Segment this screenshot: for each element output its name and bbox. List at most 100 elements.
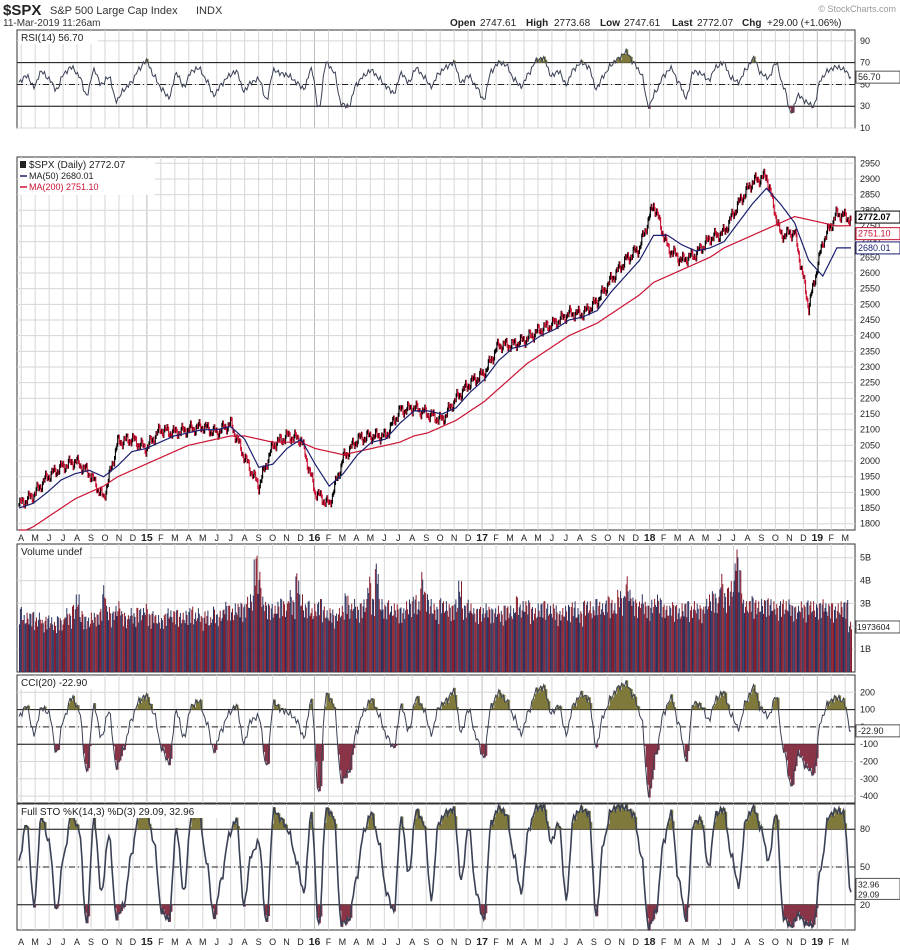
- volume-bar: [490, 623, 492, 672]
- volume-bar: [731, 596, 733, 672]
- volume-bar: [514, 613, 515, 672]
- chg-value: +29.00 (+1.06%): [767, 18, 842, 29]
- volume-bar: [680, 616, 682, 672]
- volume-bar: [678, 608, 680, 672]
- volume-bar: [267, 619, 268, 672]
- volume-bar: [131, 615, 133, 672]
- volume-bar: [498, 613, 500, 672]
- x-tick-label: M: [367, 937, 375, 947]
- volume-bar: [114, 611, 116, 672]
- x-tick-label: J: [550, 937, 555, 947]
- volume-bar: [224, 614, 226, 672]
- x-tick-label: A: [577, 937, 583, 947]
- volume-bar: [666, 605, 668, 672]
- volume-bar: [504, 605, 506, 672]
- volume-bar: [664, 617, 666, 672]
- volume-bar: [236, 614, 238, 672]
- volume-bar: [377, 574, 379, 672]
- volume-bar: [90, 623, 91, 672]
- volume-bar: [99, 611, 101, 672]
- volume-bar: [760, 611, 762, 672]
- volume-bar: [423, 594, 425, 672]
- legend-background: [19, 159, 155, 195]
- volume-bar: [421, 571, 423, 672]
- volume-bar: [548, 615, 550, 672]
- volume-bar: [709, 594, 710, 672]
- volume-bar: [721, 573, 723, 672]
- volume-bar: [283, 601, 285, 672]
- volume-bar: [629, 589, 631, 672]
- volume-bar: [608, 597, 610, 672]
- volume-bar: [198, 613, 200, 672]
- volume-bar: [613, 610, 615, 672]
- volume-bar: [117, 611, 119, 672]
- volume-bar: [549, 613, 551, 672]
- volume-label: Volume undef: [21, 547, 82, 558]
- volume-bar: [122, 613, 124, 672]
- volume-bar: [588, 610, 590, 672]
- volume-bar: [835, 618, 837, 672]
- volume-bar: [627, 591, 629, 672]
- volume-bar: [63, 619, 65, 672]
- price-last-value: 2751.10: [858, 229, 891, 239]
- volume-bar: [606, 612, 608, 672]
- volume-bar: [683, 616, 685, 672]
- volume-bar: [28, 624, 30, 672]
- volume-bar: [783, 614, 785, 672]
- volume-bar: [567, 620, 568, 672]
- volume-bar: [609, 618, 611, 672]
- sto-d-value: 32.96: [858, 879, 880, 889]
- volume-bar: [81, 610, 83, 672]
- volume-bar: [591, 618, 593, 672]
- x-tick-label: A: [689, 533, 695, 543]
- volume-bar: [427, 594, 428, 672]
- volume-bar: [297, 593, 299, 672]
- volume-bar: [632, 597, 634, 672]
- volume-bar: [310, 613, 312, 672]
- volume-bar: [206, 615, 208, 672]
- volume-bar: [813, 601, 815, 672]
- volume-bar: [441, 613, 443, 672]
- volume-bar: [851, 629, 852, 672]
- volume-bar: [254, 585, 256, 672]
- volume-bar: [745, 601, 747, 672]
- volume-bar: [331, 622, 333, 672]
- volume-bar: [104, 597, 106, 672]
- volume-bar: [824, 608, 826, 672]
- volume-bar: [195, 612, 197, 672]
- volume-bar: [424, 591, 426, 672]
- y-tick-label: 1800: [860, 519, 880, 529]
- volume-bar: [193, 624, 195, 672]
- volume-bar: [411, 601, 413, 672]
- volume-bar: [427, 599, 429, 672]
- x-tick-label: N: [619, 533, 626, 543]
- cci-last-value: -22.90: [858, 726, 884, 736]
- volume-bar: [566, 611, 568, 672]
- volume-bar: [771, 611, 773, 672]
- volume-bar: [39, 619, 41, 672]
- volume-bar: [631, 605, 633, 672]
- volume-bar: [265, 601, 267, 672]
- x-tick-label: F: [493, 533, 499, 543]
- volume-bar: [674, 621, 675, 672]
- volume-bar: [454, 604, 456, 672]
- volume-bar: [649, 621, 651, 672]
- y-tick-label: 2800: [860, 205, 880, 215]
- volume-bar: [462, 619, 464, 672]
- volume-bar: [250, 594, 251, 672]
- volume-bar: [263, 604, 265, 672]
- volume-bar: [533, 613, 535, 672]
- x-tick-label: M: [171, 533, 179, 543]
- volume-bar: [597, 615, 599, 672]
- volume-bar: [319, 615, 321, 672]
- y-tick-label: 80: [860, 824, 870, 834]
- x-tick-label: O: [772, 937, 779, 947]
- watermark: © StockCharts.com: [818, 4, 896, 14]
- volume-bar: [540, 604, 542, 672]
- volume-bar: [556, 612, 558, 672]
- volume-bar: [435, 619, 437, 672]
- x-tick-label: J: [228, 533, 233, 543]
- volume-bar: [405, 610, 407, 672]
- volume-bar: [71, 628, 73, 672]
- volume-bar: [637, 618, 639, 672]
